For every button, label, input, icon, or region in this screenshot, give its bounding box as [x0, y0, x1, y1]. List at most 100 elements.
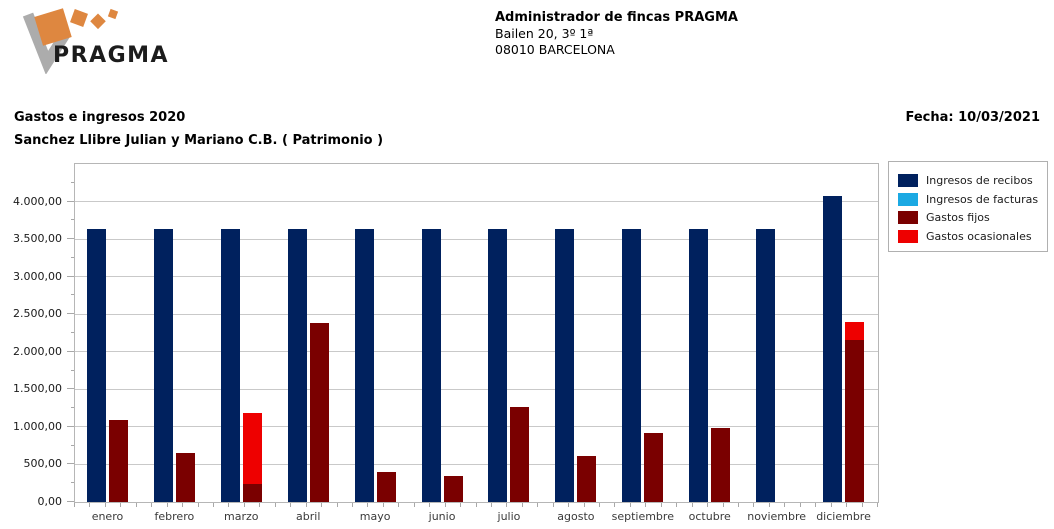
- x-axis-minor-tick: [398, 503, 400, 507]
- x-axis-tick-label: mayo: [359, 510, 391, 523]
- x-axis-minor-tick: [151, 503, 153, 507]
- bar-gastos-ocasionales: [242, 412, 262, 484]
- y-axis-tick-label: 1.000,00: [13, 419, 62, 433]
- office-city: 08010 BARCELONA: [495, 42, 615, 57]
- bar-gastos-fijos: [443, 476, 463, 502]
- chart-plot: [74, 163, 879, 503]
- bar-ingresos-de-recibos: [354, 229, 374, 502]
- gridline: [75, 426, 878, 428]
- y-axis-tick-label: 3.500,00: [13, 232, 62, 246]
- x-axis-minor-tick: [321, 503, 323, 507]
- x-axis-minor-tick: [552, 503, 554, 507]
- bar-ingresos-de-recibos: [287, 229, 307, 502]
- bar-ingresos-de-recibos: [689, 229, 709, 502]
- gridline: [75, 351, 878, 353]
- x-axis-minor-tick: [599, 503, 601, 507]
- x-axis-minor-tick: [429, 503, 431, 507]
- y-axis-major-tick: [67, 313, 74, 315]
- gridline: [75, 238, 878, 240]
- y-axis-tick-label: 500,00: [23, 457, 63, 471]
- x-axis-tick-label: diciembre: [816, 510, 871, 523]
- x-axis-minor-tick: [861, 503, 863, 507]
- x-axis-minor-tick: [336, 503, 338, 507]
- legend-item: Gastos fijos: [898, 211, 1047, 224]
- bar-gastos-fijos: [108, 420, 128, 502]
- x-axis-minor-tick: [413, 503, 415, 507]
- y-axis-major-tick: [67, 463, 74, 465]
- y-axis-major-tick: [67, 388, 74, 390]
- bar-ingresos-de-recibos: [86, 229, 106, 502]
- x-axis-minor-tick: [660, 503, 662, 507]
- bar-gastos-ocasionales: [845, 321, 865, 340]
- y-axis-major-tick: [67, 425, 74, 427]
- x-axis-tick-label: septiembre: [611, 510, 674, 523]
- x-axis-minor-tick: [738, 503, 740, 507]
- x-axis-minor-tick: [877, 503, 878, 507]
- legend-label: Ingresos de facturas: [926, 192, 1039, 206]
- legend-swatch-gastos-ocasionales: [898, 229, 918, 243]
- x-axis-minor-tick: [846, 503, 848, 507]
- gridline: [75, 276, 878, 278]
- x-axis-minor-tick: [815, 503, 817, 507]
- bar-ingresos-de-recibos: [756, 229, 776, 502]
- y-axis-tick-label: 3.000,00: [13, 269, 62, 283]
- x-axis-minor-tick: [799, 503, 801, 507]
- legend-item: Ingresos de recibos: [898, 174, 1047, 187]
- x-axis-tick-label: junio: [428, 510, 456, 523]
- y-axis-tick-label: 4.000,00: [13, 194, 62, 208]
- bar-ingresos-de-recibos: [421, 229, 441, 502]
- legend-swatch-gastos-fijos: [898, 211, 918, 224]
- x-axis-minor-tick: [243, 503, 245, 507]
- y-axis-major-tick: [67, 275, 74, 277]
- gridline: [75, 201, 878, 203]
- legend-label: Ingresos de recibos: [926, 174, 1033, 187]
- report-title: Gastos e ingresos 2020: [14, 110, 186, 125]
- x-axis-tick-label: enero: [91, 510, 124, 523]
- office-address: Bailen 20, 3º 1ª: [495, 26, 594, 41]
- x-axis-minor-tick: [382, 503, 384, 507]
- y-axis-tick-label: 2.500,00: [13, 307, 62, 321]
- bar-gastos-fijos: [845, 339, 865, 502]
- bar-ingresos-de-recibos: [555, 229, 575, 502]
- x-axis-minor-tick: [722, 503, 724, 507]
- legend-label: Gastos fijos: [926, 211, 990, 224]
- x-axis-minor-tick: [89, 503, 91, 507]
- x-axis-minor-tick: [691, 503, 693, 507]
- x-axis-minor-tick: [583, 503, 585, 507]
- y-axis-tick-label: 0,00: [37, 495, 63, 508]
- bar-ingresos-de-recibos: [488, 229, 508, 502]
- x-axis-minor-tick: [120, 503, 122, 507]
- x-axis-tick-label: agosto: [557, 510, 595, 523]
- x-axis-minor-tick: [753, 503, 755, 507]
- bar-gastos-fijos: [309, 323, 329, 502]
- x-axis-minor-tick: [645, 503, 647, 507]
- x-axis-tick-label: abril: [296, 510, 321, 523]
- logo-brand-text: PRAGMA: [53, 43, 169, 68]
- y-axis-major-tick: [67, 501, 74, 502]
- x-axis-minor-tick: [629, 503, 631, 507]
- x-axis-minor-tick: [444, 503, 446, 507]
- bar-ingresos-de-recibos: [622, 229, 642, 502]
- x-axis-minor-tick: [166, 503, 168, 507]
- report-date: Fecha: 10/03/2021: [905, 110, 1041, 125]
- x-axis-minor-tick: [305, 503, 307, 507]
- legend-item: Ingresos de facturas: [898, 192, 1047, 206]
- x-axis-minor-tick: [228, 503, 230, 507]
- pragma-logo: PRAGMA: [22, 8, 169, 74]
- x-axis-minor-tick: [521, 503, 523, 507]
- x-axis-minor-tick: [104, 503, 106, 507]
- gridline: [75, 463, 878, 465]
- y-axis-major-tick: [67, 238, 74, 240]
- x-axis-minor-tick: [274, 503, 276, 507]
- x-axis-minor-tick: [475, 503, 477, 507]
- y-axis-tick-label: 2.000,00: [13, 344, 62, 358]
- x-axis-minor-tick: [182, 503, 184, 507]
- x-axis-minor-tick: [290, 503, 292, 507]
- office-header: Administrador de fincas PRAGMA Bailen 20…: [495, 10, 738, 58]
- office-name: Administrador de fincas PRAGMA: [495, 10, 738, 25]
- bar-gastos-fijos: [644, 432, 664, 502]
- report-subtitle: Sanchez Llibre Julian y Mariano C.B. ( P…: [14, 133, 384, 148]
- bar-ingresos-de-recibos: [220, 229, 240, 502]
- legend-swatch-ingresos-facturas: [898, 192, 918, 206]
